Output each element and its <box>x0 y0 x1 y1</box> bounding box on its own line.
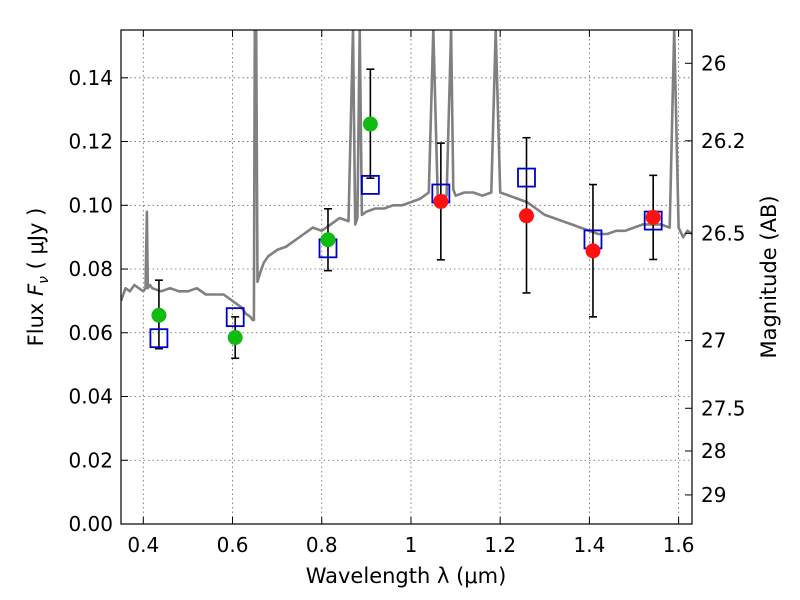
axes-layer: 0.4 0.6 0.8 1 1.2 1.4 1.6 0.00 0.02 0.04 0.06 0.08 0… <box>68 30 746 557</box>
right-y-tick-label: 26.5 <box>701 221 746 245</box>
model-flux-square <box>517 167 536 188</box>
x-tick-label: 0.8 <box>306 533 338 557</box>
y-tick-label: 0.00 <box>68 512 113 536</box>
right-y-tick-label: 26.2 <box>701 129 746 153</box>
x-tick-label: 0.4 <box>127 533 159 557</box>
y-tick-label: 0.04 <box>68 385 113 409</box>
x-tick-label: 1.4 <box>573 533 605 557</box>
red-data-point <box>518 208 534 224</box>
right-y-tick-label: 27.5 <box>701 396 746 420</box>
y-tick-label: 0.06 <box>68 321 113 345</box>
y-tick-label: 0.12 <box>68 130 113 154</box>
x-tick-label: 1.6 <box>663 533 695 557</box>
red-data-point <box>585 243 601 259</box>
red-data-point <box>645 209 661 225</box>
x-tick-label: 1 <box>405 533 418 557</box>
model-spectrum-line <box>121 30 692 322</box>
green-data-point <box>151 307 167 323</box>
green-data-point <box>227 330 243 346</box>
y-label-prefix: Flux <box>24 296 48 346</box>
right-y-tick-label: 28 <box>701 439 726 463</box>
right-y-tick-label: 26 <box>701 51 726 75</box>
right-y-tick-label: 29 <box>701 483 726 507</box>
y-label-subscript: ν <box>36 276 52 284</box>
y-tick-label: 0.14 <box>68 66 113 90</box>
plot-frame <box>120 29 693 525</box>
green-data-point <box>320 232 336 248</box>
red-data-point <box>433 193 449 209</box>
x-tick-label: 1.2 <box>484 533 516 557</box>
right-y-tick-label: 27 <box>701 329 726 353</box>
y-label-symbol: F <box>24 283 48 296</box>
green-data-point <box>362 116 378 132</box>
model-flux-square <box>225 307 245 328</box>
model-flux-square <box>149 328 169 349</box>
y-tick-label: 0.08 <box>68 257 113 281</box>
y-tick-label: 0.02 <box>68 448 113 472</box>
grid-layer <box>121 30 692 525</box>
y-axis-right-label: Magnitude (AB) <box>757 195 781 358</box>
x-tick-label: 0.6 <box>217 533 249 557</box>
model-flux-square <box>360 174 380 195</box>
x-axis-label: Wavelength λ (μm) <box>306 564 507 588</box>
series-layer <box>121 30 692 360</box>
y-tick-label: 0.10 <box>68 193 113 217</box>
y-axis-label: Flux Fν ( μJy ) <box>24 208 52 347</box>
y-label-suffix: ( μJy ) <box>24 208 48 276</box>
